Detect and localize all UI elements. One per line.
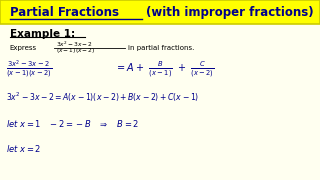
Text: $3x^2 - 3x - 2 = A(x-1)(x-2) + B(x-2) + C(x-1)$: $3x^2 - 3x - 2 = A(x-1)(x-2) + B(x-2) + … (6, 91, 200, 104)
Text: Example 1:: Example 1: (10, 29, 75, 39)
Text: $(x-1)(x-2)$: $(x-1)(x-2)$ (56, 46, 96, 55)
Text: $let\ x=1\quad -2=-B\quad \Rightarrow\quad B=2$: $let\ x=1\quad -2=-B\quad \Rightarrow\qu… (6, 118, 140, 129)
Text: Express: Express (10, 45, 37, 51)
FancyBboxPatch shape (0, 0, 320, 24)
Text: $\frac{3x^2-3x-2}{(x-1)(x-2)}$: $\frac{3x^2-3x-2}{(x-1)(x-2)}$ (6, 59, 52, 80)
Text: Partial Fractions: Partial Fractions (10, 6, 119, 19)
Text: $= A +\ \frac{B}{(x-1)}\ +\ \frac{C}{(x-2)}$: $= A +\ \frac{B}{(x-1)}\ +\ \frac{C}{(x-… (115, 59, 215, 79)
Text: $let\ x=2$: $let\ x=2$ (6, 143, 42, 154)
Text: $3x^2 - 3x - 2$: $3x^2 - 3x - 2$ (56, 40, 93, 49)
Text: (with improper fractions): (with improper fractions) (146, 6, 313, 19)
Text: in partial fractions.: in partial fractions. (128, 45, 194, 51)
